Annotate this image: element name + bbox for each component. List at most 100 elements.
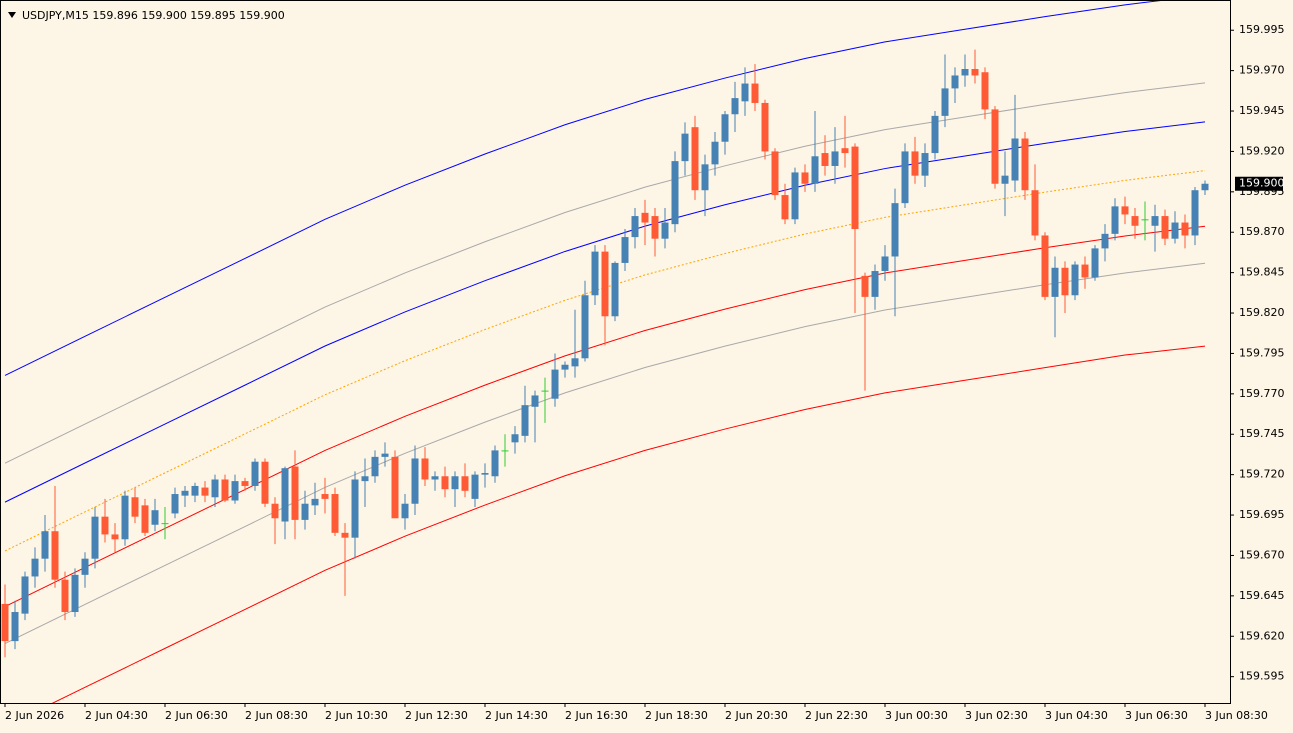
candle-body	[261, 461, 269, 504]
candle-body	[831, 151, 839, 166]
candle-body	[1161, 216, 1169, 239]
candle-body	[801, 172, 809, 184]
candle-body	[791, 172, 799, 220]
y-tick-label: 159.795	[1239, 346, 1285, 359]
candle-body	[451, 476, 459, 490]
plot-area	[1, 1, 1209, 703]
candle-body	[601, 251, 609, 317]
candle-body	[361, 476, 369, 482]
y-tick-label: 159.620	[1239, 629, 1285, 642]
y-tick-label: 159.770	[1239, 387, 1285, 400]
candle-body	[641, 212, 649, 223]
band-line	[4, 82, 1206, 464]
band-line	[4, 121, 1206, 503]
x-tick-label: 2 Jun 2026	[5, 709, 64, 722]
candle-body	[811, 156, 819, 184]
candle-body	[881, 256, 889, 272]
candle-body	[581, 295, 589, 359]
candle-body	[901, 151, 909, 204]
x-tick-label: 3 Jun 06:30	[1125, 709, 1188, 722]
candle-body	[511, 434, 519, 443]
x-tick-label: 3 Jun 08:30	[1205, 709, 1268, 722]
candle-body	[221, 479, 229, 501]
candle-body	[731, 98, 739, 115]
candle-body	[951, 75, 959, 89]
candle-body	[251, 461, 259, 486]
x-tick-label: 3 Jun 00:30	[885, 709, 948, 722]
last-price-label: 159.900	[1239, 177, 1285, 190]
candle-body	[1081, 264, 1089, 278]
candle-body	[721, 114, 729, 142]
candle-body	[471, 474, 479, 499]
candle-body	[781, 195, 789, 220]
candle-body	[501, 450, 509, 452]
candle-body	[321, 494, 329, 499]
candle-body	[621, 237, 629, 263]
candle-body	[1071, 264, 1079, 296]
candle-body	[151, 510, 159, 525]
candle-body	[71, 574, 79, 613]
candle-body	[751, 83, 759, 103]
candle-body	[611, 262, 619, 317]
candle-body	[11, 612, 19, 642]
candle-body	[911, 151, 919, 176]
candle-body	[1171, 222, 1179, 239]
candle-body	[1141, 219, 1149, 221]
candle-body	[111, 534, 119, 540]
candle-body	[1031, 190, 1039, 236]
y-tick-label: 159.995	[1239, 23, 1285, 36]
candle-body	[341, 532, 349, 538]
candle-body	[991, 109, 999, 184]
candle-body	[131, 497, 139, 517]
candle-body	[481, 473, 489, 475]
last-price-box	[1235, 176, 1283, 191]
candle-body	[821, 153, 829, 166]
candle-body	[101, 516, 109, 535]
candle-body	[891, 203, 899, 257]
candle-body	[1011, 138, 1019, 181]
band-line	[51, 345, 1206, 703]
x-tick-label: 2 Jun 10:30	[325, 709, 388, 722]
candle-body	[701, 164, 709, 191]
candle-body	[1191, 190, 1199, 236]
candle-body	[841, 148, 849, 154]
x-tick-label: 2 Jun 08:30	[245, 709, 308, 722]
x-tick-label: 2 Jun 16:30	[565, 709, 628, 722]
candle-body	[981, 72, 989, 110]
candle-body	[1001, 175, 1009, 184]
y-tick-label: 159.595	[1239, 670, 1285, 683]
candle-body	[1111, 206, 1119, 234]
x-tick-label: 2 Jun 06:30	[165, 709, 228, 722]
candle-body	[1091, 248, 1099, 278]
candle-body	[211, 479, 219, 498]
band-line	[4, 1, 1161, 376]
candle-body	[31, 558, 39, 577]
candle-body	[371, 456, 379, 477]
y-tick-label: 159.970	[1239, 64, 1285, 77]
candle-body	[1021, 138, 1029, 191]
y-tick-label: 159.720	[1239, 468, 1285, 481]
candle-body	[431, 476, 439, 480]
candle-body	[121, 495, 129, 540]
y-tick-label: 159.920	[1239, 144, 1285, 157]
candle-body	[551, 369, 559, 399]
candle-body	[571, 358, 579, 367]
candle-body	[871, 271, 879, 297]
candle-body	[1201, 183, 1209, 191]
candle-body	[491, 450, 499, 477]
candle-body	[301, 503, 309, 520]
x-tick-label: 2 Jun 22:30	[805, 709, 868, 722]
candle-body	[461, 476, 469, 491]
candle-body	[561, 364, 569, 370]
candle-body	[271, 503, 279, 519]
x-tick-label: 2 Jun 18:30	[645, 709, 708, 722]
candle-body	[281, 468, 289, 522]
candle-body	[761, 102, 769, 152]
plot-frame	[0, 0, 1231, 704]
band-line	[4, 262, 1206, 644]
y-tick-label: 159.820	[1239, 306, 1285, 319]
candle-body	[591, 251, 599, 296]
candle-body	[181, 490, 189, 496]
candle-body	[291, 466, 299, 520]
